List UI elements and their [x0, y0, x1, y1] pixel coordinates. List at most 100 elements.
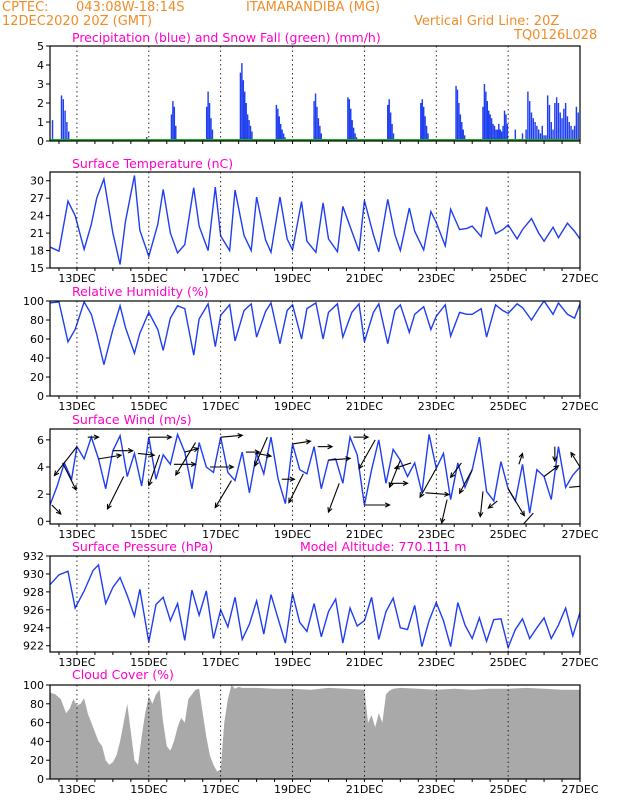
y-tick-label: 928	[23, 586, 44, 599]
wind-vector	[214, 480, 232, 508]
panel-frame-pressure	[49, 555, 581, 653]
y-tick-label: 0	[37, 135, 44, 148]
wind-vector-head	[193, 446, 200, 453]
precip-bar	[527, 91, 529, 141]
x-tick-label: 17DEC	[202, 400, 239, 413]
x-tick-label: 19DEC	[274, 400, 311, 413]
wind-vector-head	[93, 434, 100, 440]
x-tick-label: 13DEC	[58, 400, 95, 413]
precip-bar	[427, 133, 429, 141]
precip-bar	[548, 104, 551, 141]
wind-vector	[62, 462, 77, 491]
precip-bar	[211, 129, 214, 141]
precip-bar	[564, 103, 567, 141]
precip-bar	[316, 106, 318, 141]
precip-bar	[354, 133, 356, 141]
wind-vector	[389, 460, 401, 488]
panel-wind: Surface Wind (m/s) 0 2 4 6 13DEC 15DEC 17DEC 19D…	[37, 412, 599, 541]
wind-vector-head	[55, 509, 62, 515]
wind-vector	[106, 476, 125, 510]
precip-bar	[348, 99, 351, 141]
wind-vector	[328, 457, 351, 461]
x-tick-label: 25DEC	[490, 272, 527, 285]
precip-bar	[557, 103, 560, 141]
wind-vector-head	[166, 434, 173, 440]
precip-bar	[554, 103, 556, 141]
wind-vector-head	[459, 488, 464, 495]
x-tick-label: 27DEC	[561, 656, 598, 669]
y-tick-label: 0	[37, 773, 44, 786]
precip-bar	[485, 91, 487, 141]
precip-bar	[506, 123, 509, 141]
wind-vector-head	[363, 434, 370, 440]
y-tick-label: 21	[30, 227, 44, 240]
wind-vector-head	[53, 470, 60, 477]
wind-vector	[507, 488, 525, 516]
wind-vector-head	[345, 456, 352, 462]
precip-bar	[543, 135, 545, 141]
precip-bar	[489, 114, 491, 141]
precip-bar	[492, 123, 494, 141]
wind-vector-head	[228, 464, 235, 470]
precip-bar	[170, 114, 173, 141]
precip-bar	[278, 116, 280, 141]
precip-bar	[172, 101, 174, 141]
x-tick-label: 25DEC	[490, 400, 527, 413]
precip-bar	[539, 133, 542, 141]
precip-bar	[389, 112, 392, 141]
wind-vector-head	[449, 472, 456, 479]
x-tick-label: 13DEC	[58, 272, 95, 285]
precip-bar	[347, 97, 349, 141]
x-tick-label: 21DEC	[346, 528, 383, 541]
y-tick-label: 0	[37, 390, 44, 403]
precip-bar	[282, 133, 285, 141]
wind-vector-head	[358, 463, 364, 470]
x-tick-label: 27DEC	[561, 783, 598, 796]
precip-bar	[244, 91, 246, 141]
wind-vector	[459, 469, 473, 494]
wind-vector-head	[327, 443, 334, 450]
wind-vector-head	[116, 453, 123, 459]
wind-vector-head	[393, 464, 400, 470]
wind-vector-head	[305, 439, 312, 445]
x-tick-label: 23DEC	[418, 400, 455, 413]
x-tick-label: 19DEC	[274, 528, 311, 541]
precip-bar	[500, 131, 503, 141]
precip-bar	[249, 125, 252, 141]
precip-bar	[281, 129, 283, 141]
x-tick-label: 19DEC	[274, 272, 311, 285]
x-tick-label: 19DEC	[274, 656, 311, 669]
precip-bar	[486, 101, 489, 141]
wind-vector	[450, 462, 462, 478]
y-tick-label: 930	[23, 568, 44, 581]
precip-bar	[572, 129, 574, 141]
y-tick-label: 30	[30, 175, 44, 188]
wind-vector-head	[254, 460, 259, 468]
y-tick-label: 80	[30, 314, 44, 327]
y-tick-label: 20	[30, 371, 44, 384]
precip-bar	[241, 63, 243, 141]
precip-bar	[208, 103, 211, 141]
wind-vector-head	[175, 469, 181, 477]
wind-vector	[184, 447, 199, 453]
y-tick-label: 27	[30, 192, 44, 205]
wind-series-line	[50, 432, 580, 514]
precip-bar	[51, 120, 54, 141]
x-tick-label: 19DEC	[274, 783, 311, 796]
temp-series-line	[50, 175, 580, 265]
grid-line-note: Vertical Grid Line: 20Z	[414, 14, 560, 29]
y-tick-label: 15	[30, 262, 44, 275]
precip-bar	[530, 112, 533, 141]
y-tick-label: 4	[37, 59, 44, 72]
wind-vector	[137, 452, 155, 456]
wind-vector	[175, 442, 196, 476]
panel-title-precip: Precipitation (blue) and Snow Fall (gree…	[72, 30, 381, 45]
plot-area-pressure	[50, 563, 580, 650]
panel-title-cloud: Cloud Cover (%)	[72, 667, 174, 682]
y-tick-label: 0	[37, 515, 44, 528]
rh-series-line	[50, 301, 580, 365]
precip-bar	[210, 118, 212, 141]
panel-title-temp: Surface Temperature (nC)	[72, 156, 233, 171]
pressure-series-line	[50, 563, 580, 650]
